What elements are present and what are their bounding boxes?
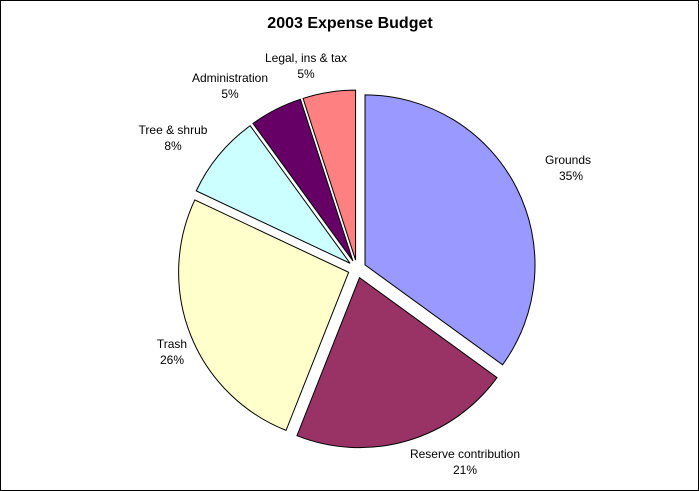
pie-slices — [178, 89, 536, 449]
slice-label-administration: Administration 5% — [192, 71, 268, 101]
slice-labels: Grounds 35% Reserve contribution 21% Trash 26… — [139, 51, 591, 477]
pie-slice-trash — [178, 199, 350, 432]
pie-slice-legal-ins-tax — [302, 89, 357, 261]
pie-slice-reserve-contribution — [296, 276, 498, 449]
slice-label-legal-ins-tax: Legal, ins & tax 5% — [265, 51, 347, 81]
pie-slice-administration — [252, 98, 354, 262]
slice-label-trash: Trash 26% — [157, 337, 187, 367]
slice-label-reserve-contribution: Reserve contribution 21% — [410, 447, 520, 477]
slice-label-grounds: Grounds 35% — [545, 153, 591, 183]
slice-label-tree-shrub: Tree & shrub 8% — [139, 123, 208, 153]
chart-title: 2003 Expense Budget — [267, 15, 433, 32]
pie-slice-grounds — [364, 94, 536, 366]
pie-slice-tree-shrub — [195, 125, 351, 264]
